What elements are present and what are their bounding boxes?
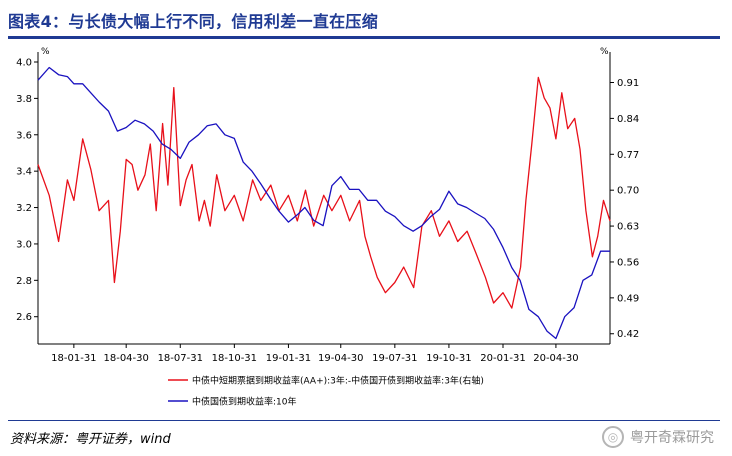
line-chart: % % 2.6 2.8 3.0 3.2 3.4 3.6 3.8 4.0 0.42 0.49 0.56 0.…: [16, 47, 639, 408]
x-tick-label: 19-10-31: [426, 353, 471, 364]
series-line-10y-treasury: [37, 66, 610, 340]
right-tick-label: 0.63: [617, 222, 639, 233]
left-tick-label: 3.2: [16, 203, 32, 214]
legend-label: 中债国债到期收益率:10年: [192, 396, 297, 408]
legend-label: 中债中短期票据到期收益率(AA+):3年:-中债国开债到期收益率:3年(右轴): [192, 375, 484, 387]
left-tick-label: 4.0: [16, 58, 32, 69]
source-note: 资料来源：粤开证券，wind: [10, 432, 171, 447]
series-line-credit-spread: [37, 76, 611, 309]
x-tick-label: 18-04-30: [103, 353, 148, 364]
x-tick-label: 19-01-31: [266, 353, 311, 364]
left-tick-label: 3.0: [16, 239, 32, 250]
right-tick-label: 0.42: [617, 329, 639, 340]
x-tick-label: 18-01-31: [51, 353, 96, 364]
x-tick-label: 19-07-31: [372, 353, 417, 364]
right-tick-label: 0.91: [617, 78, 639, 89]
footer: 资料来源：粤开证券，wind ◎ 粤开奇霖研究: [10, 426, 722, 450]
right-tick-label: 0.77: [617, 150, 639, 161]
right-tick-label: 0.84: [617, 114, 639, 125]
left-tick-label: 3.8: [16, 94, 32, 105]
x-tick-label: 18-10-31: [212, 353, 257, 364]
left-tick-label: 2.6: [16, 312, 32, 323]
watermark: ◎ 粤开奇霖研究: [602, 426, 714, 448]
left-tick-label: 3.6: [16, 130, 32, 141]
right-tick-label: 0.49: [617, 293, 639, 304]
footer-divider: [8, 420, 720, 421]
chart-area: %% 2.6 2.8 3.0 3.2 3.4 3.6 3.8 4.0 0.42 0.49 0.56 0.…: [0, 40, 732, 420]
title-underline: [8, 36, 720, 39]
x-tick-label: 20-01-31: [480, 353, 525, 364]
x-tick-label: 20-04-30: [533, 353, 578, 364]
right-tick-label: 0.56: [617, 257, 639, 268]
right-axis-unit: %: [600, 47, 609, 57]
wechat-icon: ◎: [602, 426, 624, 448]
left-tick-label: 2.8: [16, 276, 32, 287]
right-tick-label: 0.70: [617, 186, 639, 197]
watermark-text: 粤开奇霖研究: [630, 430, 714, 446]
chart-title: 图表4：与长债大幅上行不同，信用利差一直在压缩: [8, 12, 379, 31]
x-tick-label: 19-04-30: [318, 353, 363, 364]
left-tick-label: 3.4: [16, 167, 32, 178]
title-bar: 图表4：与长债大幅上行不同，信用利差一直在压缩: [8, 6, 720, 39]
x-tick-label: 18-07-31: [158, 353, 203, 364]
left-axis-unit: %: [41, 47, 50, 57]
